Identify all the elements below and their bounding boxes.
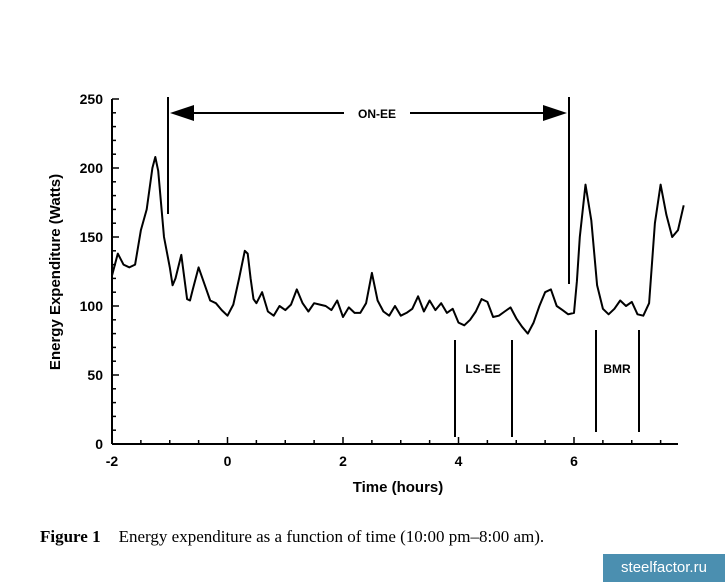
figure-caption: Figure 1 Energy expenditure as a function… <box>40 527 544 547</box>
y-tick-label: 200 <box>80 160 104 176</box>
x-tick-label: 6 <box>570 453 578 469</box>
on-ee-arrowhead-left <box>170 105 194 121</box>
energy-expenditure-line <box>111 156 685 335</box>
x-tick-label: 4 <box>455 453 463 469</box>
chart-axes <box>111 99 678 445</box>
x-tick-label: -2 <box>106 453 119 469</box>
x-axis-title: Time (hours) <box>353 479 444 496</box>
watermark: steelfactor.ru <box>603 554 725 582</box>
x-tick-label: 2 <box>339 453 347 469</box>
y-tick-label: 0 <box>95 436 103 452</box>
on-ee-arrowhead-right <box>543 105 567 121</box>
figure-caption-text: Energy expenditure as a function of time… <box>118 527 545 546</box>
y-tick-label: 50 <box>87 367 103 383</box>
ls-ee-label: LS-EE <box>465 362 500 376</box>
bmr-label: BMR <box>603 362 631 376</box>
x-tick-label: 0 <box>224 453 232 469</box>
ls-ee-annotation: LS-EE <box>454 340 513 437</box>
on-ee-annotation: ON-EE <box>167 97 570 284</box>
on-ee-label: ON-EE <box>358 107 396 121</box>
y-tick-label: 250 <box>80 91 104 107</box>
y-tick-label: 150 <box>80 229 104 245</box>
x-ticks: -2 0 2 4 6 <box>106 437 662 469</box>
bmr-annotation: BMR <box>595 330 640 432</box>
y-tick-label: 100 <box>80 298 104 314</box>
y-axis-title: Energy Expenditure (Watts) <box>47 174 64 370</box>
y-ticks: 0 50 100 150 200 250 <box>80 91 119 452</box>
figure-label: Figure 1 <box>40 527 101 546</box>
